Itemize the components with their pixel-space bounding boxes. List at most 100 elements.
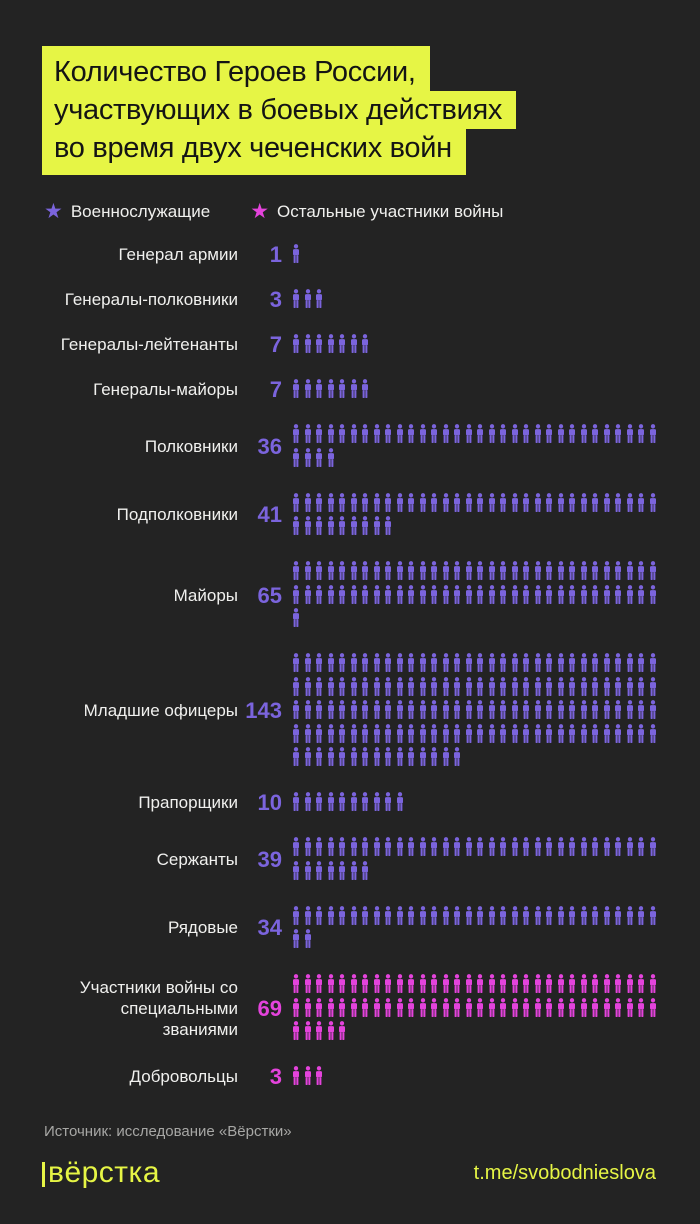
person-icon — [477, 837, 483, 856]
telegram-link: t.me/svobodnieslova — [473, 1161, 656, 1184]
person-icon — [339, 792, 345, 811]
person-icon — [339, 516, 345, 535]
person-icon — [500, 700, 506, 719]
person-icon — [327, 997, 334, 1017]
chart-row: Участники войны со специальными званиями… — [42, 974, 700, 1042]
person-icon — [396, 492, 403, 512]
person-icons — [291, 653, 663, 768]
person-icon — [396, 747, 403, 766]
person-icon — [327, 516, 334, 535]
category-label: Генералы-полковники — [64, 290, 238, 309]
person-icon — [304, 1066, 311, 1085]
person-icon — [603, 492, 610, 512]
person-icon — [569, 905, 575, 925]
person-icon — [350, 747, 357, 766]
person-icon — [465, 997, 472, 1017]
person-icon — [293, 676, 299, 696]
person-icon — [304, 929, 311, 948]
person-icon — [293, 974, 299, 993]
person-icon — [304, 1021, 311, 1040]
person-icon — [396, 974, 403, 993]
person-icon — [316, 334, 322, 353]
category-value: 7 — [269, 377, 282, 402]
category-value: 1 — [269, 242, 282, 267]
person-icon — [316, 974, 322, 993]
person-icon — [488, 997, 495, 1017]
person-icon — [626, 424, 633, 443]
person-icon — [339, 379, 345, 398]
person-icon — [431, 723, 437, 743]
person-icon — [362, 997, 368, 1017]
person-icon — [592, 424, 598, 443]
person-icon — [431, 676, 437, 696]
person-icon — [316, 905, 322, 925]
person-icon — [293, 747, 299, 766]
person-icons — [291, 905, 663, 951]
person-icon — [408, 700, 414, 719]
person-icon — [316, 447, 322, 467]
category-label: Добровольцы — [129, 1067, 238, 1086]
person-icon — [316, 1021, 322, 1040]
person-icon — [362, 584, 368, 604]
person-icon — [580, 424, 587, 443]
category-label: Майоры — [173, 585, 238, 605]
person-icon — [327, 424, 334, 443]
category-label: Участники войны со специальными званиями — [79, 977, 238, 1039]
person-icon — [293, 561, 299, 580]
person-icon — [419, 837, 426, 856]
person-icon — [304, 516, 311, 535]
logo-text: Вёрстка — [48, 1156, 161, 1189]
person-icon — [465, 584, 472, 604]
person-icon — [431, 997, 437, 1017]
person-icon — [603, 653, 610, 672]
person-icon — [546, 424, 552, 443]
person-icon — [557, 676, 564, 696]
person-icon — [339, 723, 345, 743]
person-icon — [477, 974, 483, 993]
person-icon — [293, 244, 299, 263]
legend-item-other: ★ Остальные участники войны — [250, 201, 503, 222]
person-icon — [477, 584, 483, 604]
person-icon — [304, 974, 311, 993]
person-icon — [339, 905, 345, 925]
person-icon — [419, 653, 426, 672]
person-icon — [396, 561, 403, 580]
person-icon — [465, 676, 472, 696]
person-icon — [304, 584, 311, 604]
person-icon — [477, 997, 483, 1017]
person-icon — [316, 1066, 322, 1085]
person-icon — [362, 653, 368, 672]
person-icon — [465, 700, 472, 719]
person-icon — [626, 561, 633, 580]
person-icon — [385, 747, 391, 766]
person-icon — [408, 584, 414, 604]
person-icon — [431, 747, 437, 766]
chart-row: Сержанты 39 — [42, 837, 700, 882]
chart-row: Полковники 36 — [42, 424, 700, 469]
person-icon — [580, 837, 587, 856]
person-icon — [396, 653, 403, 672]
person-icon — [431, 424, 437, 443]
person-icon — [557, 997, 564, 1017]
person-icon — [546, 700, 552, 719]
chart-row: Младшие офицеры 143 — [42, 653, 700, 768]
person-icon — [385, 653, 391, 672]
person-icon — [465, 424, 472, 443]
person-icon — [408, 905, 414, 925]
person-icon — [316, 747, 322, 766]
person-icon — [339, 974, 345, 993]
person-icon — [396, 584, 403, 604]
person-icon — [523, 492, 529, 512]
person-icon — [477, 424, 483, 443]
person-icon — [442, 584, 449, 604]
person-icon — [465, 653, 472, 672]
person-icon — [327, 447, 334, 467]
person-icon — [373, 584, 380, 604]
person-icon — [477, 905, 483, 925]
person-icon — [615, 676, 621, 696]
person-icon — [350, 997, 357, 1017]
person-icon — [592, 653, 598, 672]
person-icon — [569, 653, 575, 672]
person-icon — [316, 379, 322, 398]
person-icon — [339, 424, 345, 443]
